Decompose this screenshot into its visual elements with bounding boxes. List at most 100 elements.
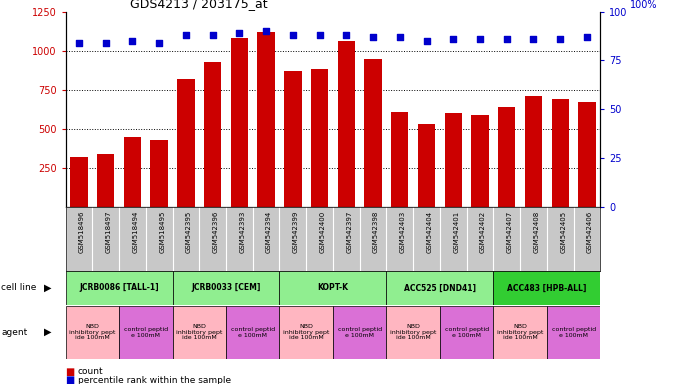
Text: JCRB0086 [TALL-1]: JCRB0086 [TALL-1] [79,283,159,293]
Bar [226,306,279,359]
Text: GSM542403: GSM542403 [400,210,406,253]
Point [261,28,272,34]
Bar [493,271,600,305]
Text: control peptid
e 100mM: control peptid e 100mM [124,327,168,338]
Text: GSM542401: GSM542401 [453,210,460,253]
Bar [230,38,248,207]
Point [100,40,111,46]
Point [287,32,298,38]
Bar [386,271,493,305]
Text: NBD
inhibitory pept
ide 100mM: NBD inhibitory pept ide 100mM [390,324,436,341]
Bar [204,62,221,207]
Bar [150,140,168,207]
Text: ■: ■ [66,375,75,384]
Text: GSM542398: GSM542398 [373,210,379,253]
Point [180,32,191,38]
Text: control peptid
e 100mM: control peptid e 100mM [230,327,275,338]
Text: GSM542395: GSM542395 [186,210,192,253]
Text: 100%: 100% [630,0,657,10]
Bar [279,271,386,305]
Bar [551,99,569,207]
Text: GSM542399: GSM542399 [293,210,299,253]
Text: GSM542393: GSM542393 [239,210,246,253]
Bar [547,306,600,359]
Bar [525,96,542,207]
Point [421,38,432,44]
Bar [440,306,493,359]
Bar [66,306,119,359]
Bar [311,70,328,207]
Bar [418,124,435,207]
Text: GSM542405: GSM542405 [560,210,566,253]
Bar [172,306,226,359]
Text: GSM518497: GSM518497 [106,210,112,253]
Text: KOPT-K: KOPT-K [317,283,348,293]
Point [127,38,138,44]
Bar [177,79,195,207]
Bar [119,306,172,359]
Bar [279,306,333,359]
Bar [172,271,279,305]
Point [73,40,84,46]
Text: GSM518495: GSM518495 [159,210,165,253]
Text: GSM542397: GSM542397 [346,210,353,253]
Point [582,34,593,40]
Text: NBD
inhibitory pept
ide 100mM: NBD inhibitory pept ide 100mM [497,324,543,341]
Text: GSM542396: GSM542396 [213,210,219,253]
Text: cell line: cell line [1,283,37,293]
Text: percentile rank within the sample: percentile rank within the sample [78,376,231,384]
Point [207,32,218,38]
Text: GSM542404: GSM542404 [426,210,433,253]
Bar [444,113,462,207]
Point [234,30,245,36]
Text: NBD
inhibitory pept
ide 100mM: NBD inhibitory pept ide 100mM [283,324,329,341]
Bar [257,32,275,207]
Point [394,34,405,40]
Text: control peptid
e 100mM: control peptid e 100mM [551,327,595,338]
Bar [66,271,172,305]
Text: GSM542407: GSM542407 [506,210,513,253]
Point [555,36,566,42]
Text: ▶: ▶ [43,327,51,337]
Point [501,36,512,42]
Text: GSM542400: GSM542400 [319,210,326,253]
Text: NBD
inhibitory pept
ide 100mM: NBD inhibitory pept ide 100mM [69,324,115,341]
Bar [333,306,386,359]
Text: JCRB0033 [CEM]: JCRB0033 [CEM] [191,283,261,293]
Point [475,36,486,42]
Bar [70,157,88,207]
Text: control peptid
e 100mM: control peptid e 100mM [337,327,382,338]
Point [448,36,459,42]
Point [341,32,352,38]
Bar [498,107,515,207]
Point [368,34,379,40]
Text: count: count [78,367,104,376]
Point [154,40,165,46]
Bar [493,306,547,359]
Text: GSM542408: GSM542408 [533,210,540,253]
Text: GDS4213 / 203175_at: GDS4213 / 203175_at [130,0,267,10]
Point [314,32,325,38]
Bar [284,71,302,207]
Text: ▶: ▶ [43,283,51,293]
Text: control peptid
e 100mM: control peptid e 100mM [444,327,489,338]
Text: GSM542406: GSM542406 [587,210,593,253]
Text: GSM542402: GSM542402 [480,210,486,253]
Text: agent: agent [1,328,28,337]
Bar [471,115,489,207]
Text: ACC483 [HPB-ALL]: ACC483 [HPB-ALL] [507,283,586,293]
Bar [97,154,115,207]
Bar [391,112,408,207]
Text: GSM518496: GSM518496 [79,210,85,253]
Text: GSM542394: GSM542394 [266,210,272,253]
Text: ■: ■ [66,367,75,377]
Text: GSM518494: GSM518494 [132,210,139,253]
Bar [124,137,141,207]
Bar [578,103,595,207]
Bar [364,58,382,207]
Text: NBD
inhibitory pept
ide 100mM: NBD inhibitory pept ide 100mM [176,324,222,341]
Bar [337,41,355,207]
Point [528,36,539,42]
Bar [386,306,440,359]
Text: ACC525 [DND41]: ACC525 [DND41] [404,283,476,293]
